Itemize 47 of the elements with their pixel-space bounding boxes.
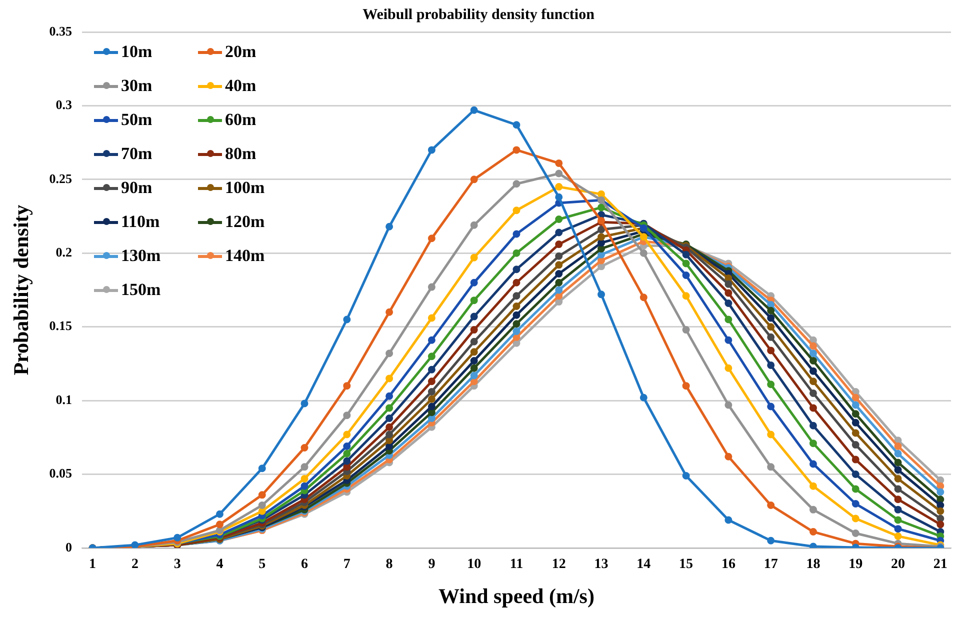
y-tick-label: 0.25 bbox=[49, 170, 72, 186]
legend-label: 50m bbox=[120, 110, 154, 130]
x-tick-label: 3 bbox=[174, 557, 181, 572]
x-tick-label: 10 bbox=[467, 557, 482, 572]
y-tick-label: 0 bbox=[65, 539, 72, 554]
y-tick-label: 0.1 bbox=[56, 392, 72, 407]
y-axis-title: Probability density bbox=[9, 204, 34, 376]
legend-label: 110m bbox=[120, 212, 161, 232]
x-tick-label: 21 bbox=[933, 557, 948, 572]
legend-label: 80m bbox=[224, 144, 258, 164]
x-tick-label: 2 bbox=[131, 557, 138, 572]
legend-label: 140m bbox=[224, 246, 266, 266]
legend-label: 70m bbox=[120, 144, 154, 164]
legend-label: 90m bbox=[120, 178, 154, 198]
x-tick-label: 6 bbox=[301, 557, 308, 572]
legend-label: 120m bbox=[224, 212, 266, 232]
x-tick-label: 7 bbox=[343, 557, 350, 572]
x-tick-label: 8 bbox=[386, 557, 393, 572]
legend-label: 40m bbox=[224, 76, 258, 96]
chart-title: Weibull probability density function bbox=[362, 6, 596, 23]
y-tick-label: 0.35 bbox=[49, 23, 72, 38]
x-tick-label: 1 bbox=[89, 557, 96, 572]
x-axis-title: Wind speed (m/s) bbox=[438, 584, 594, 608]
legend-label: 10m bbox=[120, 42, 154, 62]
y-tick-label: 0.3 bbox=[56, 97, 72, 112]
x-tick-label: 16 bbox=[721, 557, 736, 572]
x-tick-label: 14 bbox=[636, 557, 651, 572]
x-tick-label: 12 bbox=[552, 557, 566, 572]
legend-label: 30m bbox=[120, 76, 154, 96]
legend-label: 60m bbox=[224, 110, 258, 130]
x-tick-label: 4 bbox=[216, 557, 224, 572]
x-tick-label: 17 bbox=[764, 557, 778, 572]
y-tick-label: 0.2 bbox=[56, 244, 72, 260]
x-tick-label: 5 bbox=[258, 557, 266, 572]
x-tick-label: 13 bbox=[594, 557, 608, 572]
legend-label: 20m bbox=[224, 42, 258, 62]
x-tick-label: 20 bbox=[891, 557, 906, 572]
x-tick-label: 19 bbox=[848, 557, 863, 572]
legend-label: 100m bbox=[224, 178, 266, 198]
y-tick-label: 0.15 bbox=[49, 318, 72, 334]
x-tick-label: 15 bbox=[679, 557, 694, 572]
y-tick-label: 0.05 bbox=[49, 466, 72, 481]
x-tick-label: 11 bbox=[510, 557, 524, 572]
x-tick-label: 9 bbox=[428, 557, 436, 572]
x-tick-label: 18 bbox=[806, 557, 820, 572]
legend-label: 150m bbox=[120, 280, 162, 300]
legend-label: 130m bbox=[120, 246, 162, 266]
